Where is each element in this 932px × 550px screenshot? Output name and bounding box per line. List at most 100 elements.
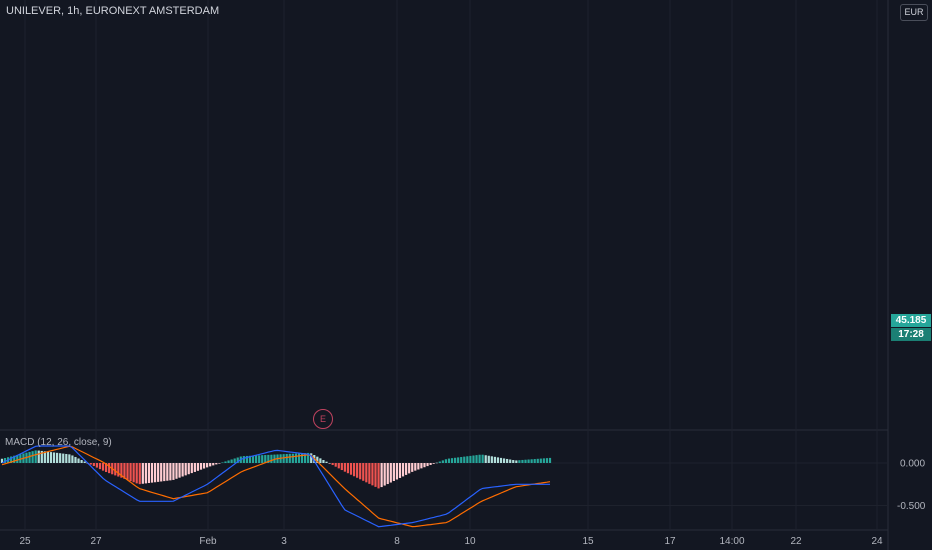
macd-histogram-bar [521, 459, 524, 463]
time-tick-label: 15 [582, 536, 594, 547]
macd-histogram-bar [515, 460, 518, 463]
macd-histogram-bar [371, 463, 374, 486]
macd-histogram-bar [346, 463, 350, 474]
macd-histogram-bar [325, 461, 328, 463]
macd-histogram-bar [432, 463, 435, 464]
bar-countdown-label: 17:28 [891, 328, 931, 341]
macd-histogram-bar [466, 456, 469, 463]
currency-button[interactable]: EUR [900, 4, 928, 21]
macd-histogram-bar [405, 463, 408, 475]
macd-histogram-bar [352, 463, 356, 477]
macd-histogram-bar [59, 453, 62, 463]
macd-histogram-bar [49, 452, 53, 463]
macd-histogram-bar [386, 463, 389, 485]
macd-histogram-bar [62, 453, 65, 463]
macd-histogram-bar [56, 452, 59, 463]
time-tick-label: 24 [871, 536, 883, 547]
macd-histogram-bar [83, 461, 86, 463]
macd-histogram-bar [506, 458, 509, 463]
macd-histogram-bar [150, 463, 154, 483]
macd-histogram-bar [230, 459, 233, 463]
macd-histogram-bar [359, 463, 362, 480]
macd-histogram-bar [123, 463, 126, 479]
macd-histogram-bar [184, 463, 187, 476]
time-tick-label: 22 [790, 536, 802, 547]
macd-histogram-bar [530, 459, 533, 463]
macd-histogram-bar [74, 456, 77, 463]
macd-histogram-bar [218, 463, 221, 464]
macd-histogram-bar [126, 463, 129, 480]
macd-histogram-bar [147, 463, 151, 484]
macd-histogram-bar [331, 463, 334, 466]
macd-histogram-bar [469, 455, 472, 463]
macd-histogram-bar [114, 463, 117, 476]
macd-histogram-bar [108, 463, 111, 474]
macd-histogram-bar [13, 455, 16, 463]
macd-histogram-bar [264, 455, 267, 463]
macd-histogram-bar [28, 451, 31, 463]
macd-indicator-label[interactable]: MACD (12, 26, close, 9) [5, 437, 112, 448]
macd-histogram-bar [496, 457, 500, 463]
earnings-event-icon[interactable]: E [313, 409, 333, 429]
macd-histogram-bar [175, 463, 178, 479]
macd-histogram-bar [478, 454, 481, 463]
macd-histogram-bar [178, 463, 181, 478]
macd-histogram-bar [322, 460, 325, 463]
macd-histogram-bar [141, 463, 144, 484]
macd-histogram-bar [545, 458, 549, 463]
macd-histogram-bar [202, 463, 206, 469]
macd-histogram-bar [291, 453, 294, 463]
macd-histogram-bar [460, 457, 463, 463]
macd-histogram-bar [414, 463, 417, 471]
macd-histogram-bar [65, 453, 68, 463]
macd-histogram-bar [117, 463, 120, 477]
macd-histogram-bar [71, 455, 74, 463]
macd-histogram-bar [401, 463, 405, 477]
macd-histogram-bar [533, 459, 536, 463]
macd-histogram-bar [132, 463, 135, 483]
macd-histogram-bar [270, 454, 273, 463]
macd-histogram-bar [160, 463, 163, 482]
macd-tick-label: -0.500 [897, 501, 926, 512]
time-tick-label: 25 [19, 536, 31, 547]
macd-histogram-bar [31, 451, 34, 463]
time-tick-label: 10 [464, 536, 476, 547]
macd-histogram-bar [138, 463, 141, 485]
macd-histogram-bar [542, 458, 545, 463]
macd-histogram-bar [539, 458, 542, 463]
macd-histogram-bar [190, 463, 193, 474]
macd-histogram-bar [227, 460, 230, 463]
time-tick-label: 27 [90, 536, 102, 547]
macd-histogram-bar [392, 463, 395, 481]
macd-histogram-bar [368, 463, 371, 484]
macd-histogram-bar [499, 457, 503, 463]
symbol-title: UNILEVER, 1h, EURONEXT AMSTERDAM [6, 5, 220, 17]
macd-histogram-bar [3, 457, 7, 463]
macd-histogram-bar [423, 463, 426, 468]
macd-histogram-bar [172, 463, 175, 480]
macd-histogram-bar [294, 453, 297, 463]
macd-histogram-bar [248, 455, 252, 463]
macd-histogram-bar [101, 463, 105, 471]
macd-histogram-bar [316, 456, 319, 463]
macd-histogram-bar [536, 458, 539, 463]
macd-histogram-bar [34, 450, 37, 463]
macd-histogram-bar [389, 463, 392, 483]
macd-histogram-bar [267, 454, 270, 463]
last-price-label: 45.185 [891, 314, 931, 327]
macd-histogram-bar [10, 456, 13, 463]
macd-histogram-bar [374, 463, 377, 487]
macd-histogram-bar [242, 456, 245, 463]
macd-histogram-bar [438, 461, 441, 463]
macd-tick-label: 0.000 [900, 459, 925, 470]
macd-histogram-bar [16, 454, 19, 463]
time-tick-label: 17 [664, 536, 676, 547]
macd-histogram-bar [209, 463, 212, 467]
macd-histogram-bar [518, 460, 521, 463]
macd-histogram-bar [411, 463, 414, 472]
macd-histogram-bar [135, 463, 138, 484]
time-tick-label: 3 [281, 536, 287, 547]
time-tick-label: Feb [199, 536, 217, 547]
macd-histogram-bar [548, 457, 552, 463]
